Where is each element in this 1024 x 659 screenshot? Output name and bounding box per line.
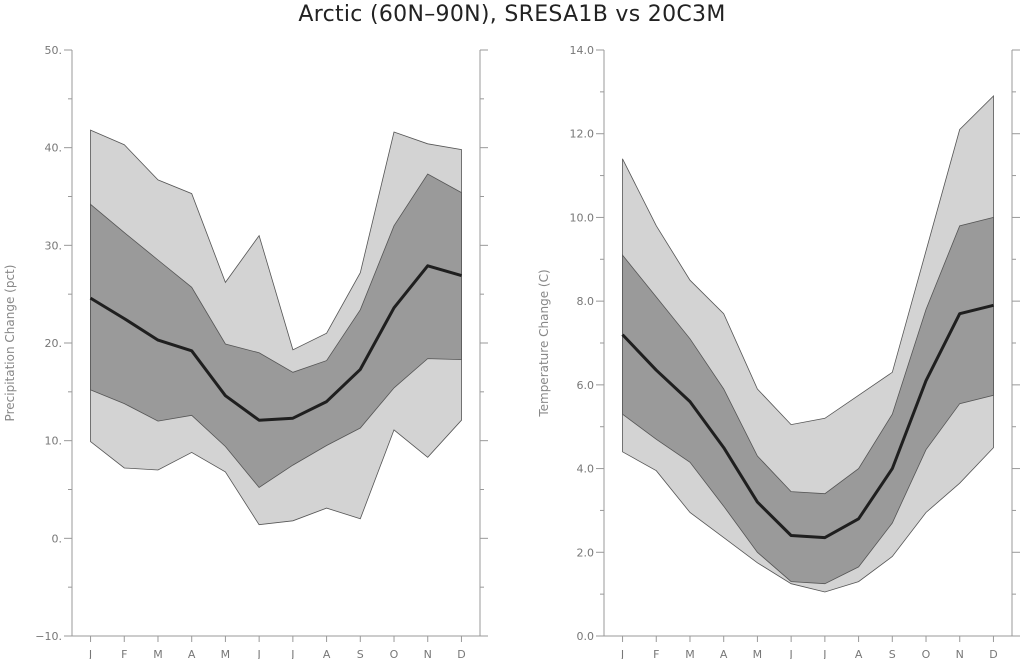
y-tick-label: 2.0 bbox=[577, 546, 595, 559]
y-tick-label: 8.0 bbox=[577, 295, 595, 308]
y-tick-label: 10.0 bbox=[570, 211, 595, 224]
x-tick-label: F bbox=[121, 648, 127, 659]
median-line bbox=[89, 264, 462, 422]
y-tick-label: 0.0 bbox=[577, 630, 595, 643]
y-tick-label: 30. bbox=[45, 239, 63, 252]
chart-title: Arctic (60N–90N), SRESA1B vs 20C3M bbox=[298, 2, 726, 27]
x-tick-label: N bbox=[424, 648, 432, 659]
x-tick-label: O bbox=[390, 648, 399, 659]
y-tick-label: 40. bbox=[45, 142, 63, 155]
x-tick-label: A bbox=[188, 648, 196, 659]
y-tick-label: 10. bbox=[45, 435, 63, 448]
x-tick-label: J bbox=[620, 648, 624, 659]
x-tick-label: M bbox=[685, 648, 695, 659]
inner-range-band bbox=[622, 216, 994, 585]
y-tick-label: 20. bbox=[45, 337, 63, 350]
x-tick-label: J bbox=[257, 648, 261, 659]
x-tick-label: J bbox=[822, 648, 826, 659]
x-tick-label: A bbox=[855, 648, 863, 659]
x-tick-label: N bbox=[956, 648, 964, 659]
x-tick-label: J bbox=[88, 648, 92, 659]
y-tick-label: 14.0 bbox=[570, 44, 595, 57]
y-axis-title: Precipitation Change (pct) bbox=[3, 265, 17, 422]
x-tick-label: M bbox=[153, 648, 163, 659]
x-tick-label: A bbox=[720, 648, 728, 659]
y-tick-label: −10. bbox=[35, 630, 62, 643]
x-tick-label: D bbox=[457, 648, 465, 659]
x-tick-label: D bbox=[989, 648, 997, 659]
x-tick-label: J bbox=[290, 648, 294, 659]
median-line bbox=[621, 303, 994, 540]
x-tick-label: A bbox=[323, 648, 331, 659]
x-tick-label: F bbox=[653, 648, 659, 659]
y-tick-label: 4.0 bbox=[577, 463, 595, 476]
x-tick-label: O bbox=[922, 648, 931, 659]
x-tick-label: M bbox=[221, 648, 231, 659]
inner-range-band bbox=[90, 173, 462, 489]
temperature-panel: 0.0 2.0 4.0 6.0 8.0 10.0 12.0 14.0 J F M A M J J A S O N D T… bbox=[537, 44, 1020, 659]
x-tick-label: J bbox=[789, 648, 793, 659]
precipitation-panel: −10. 0. 10. 20. 30. 40. 50. J F M A M J J A S O N D Precipi… bbox=[3, 44, 488, 659]
y-tick-label: 50. bbox=[45, 44, 63, 57]
x-tick-label: S bbox=[889, 648, 896, 659]
x-tick-label: M bbox=[753, 648, 763, 659]
outer-range-band bbox=[90, 129, 462, 526]
x-tick-label: S bbox=[357, 648, 364, 659]
y-tick-label: 12.0 bbox=[570, 128, 595, 141]
y-axis-title: Temperature Change (C) bbox=[537, 269, 551, 417]
y-tick-label: 6.0 bbox=[577, 379, 595, 392]
y-tick-label: 0. bbox=[52, 532, 63, 545]
